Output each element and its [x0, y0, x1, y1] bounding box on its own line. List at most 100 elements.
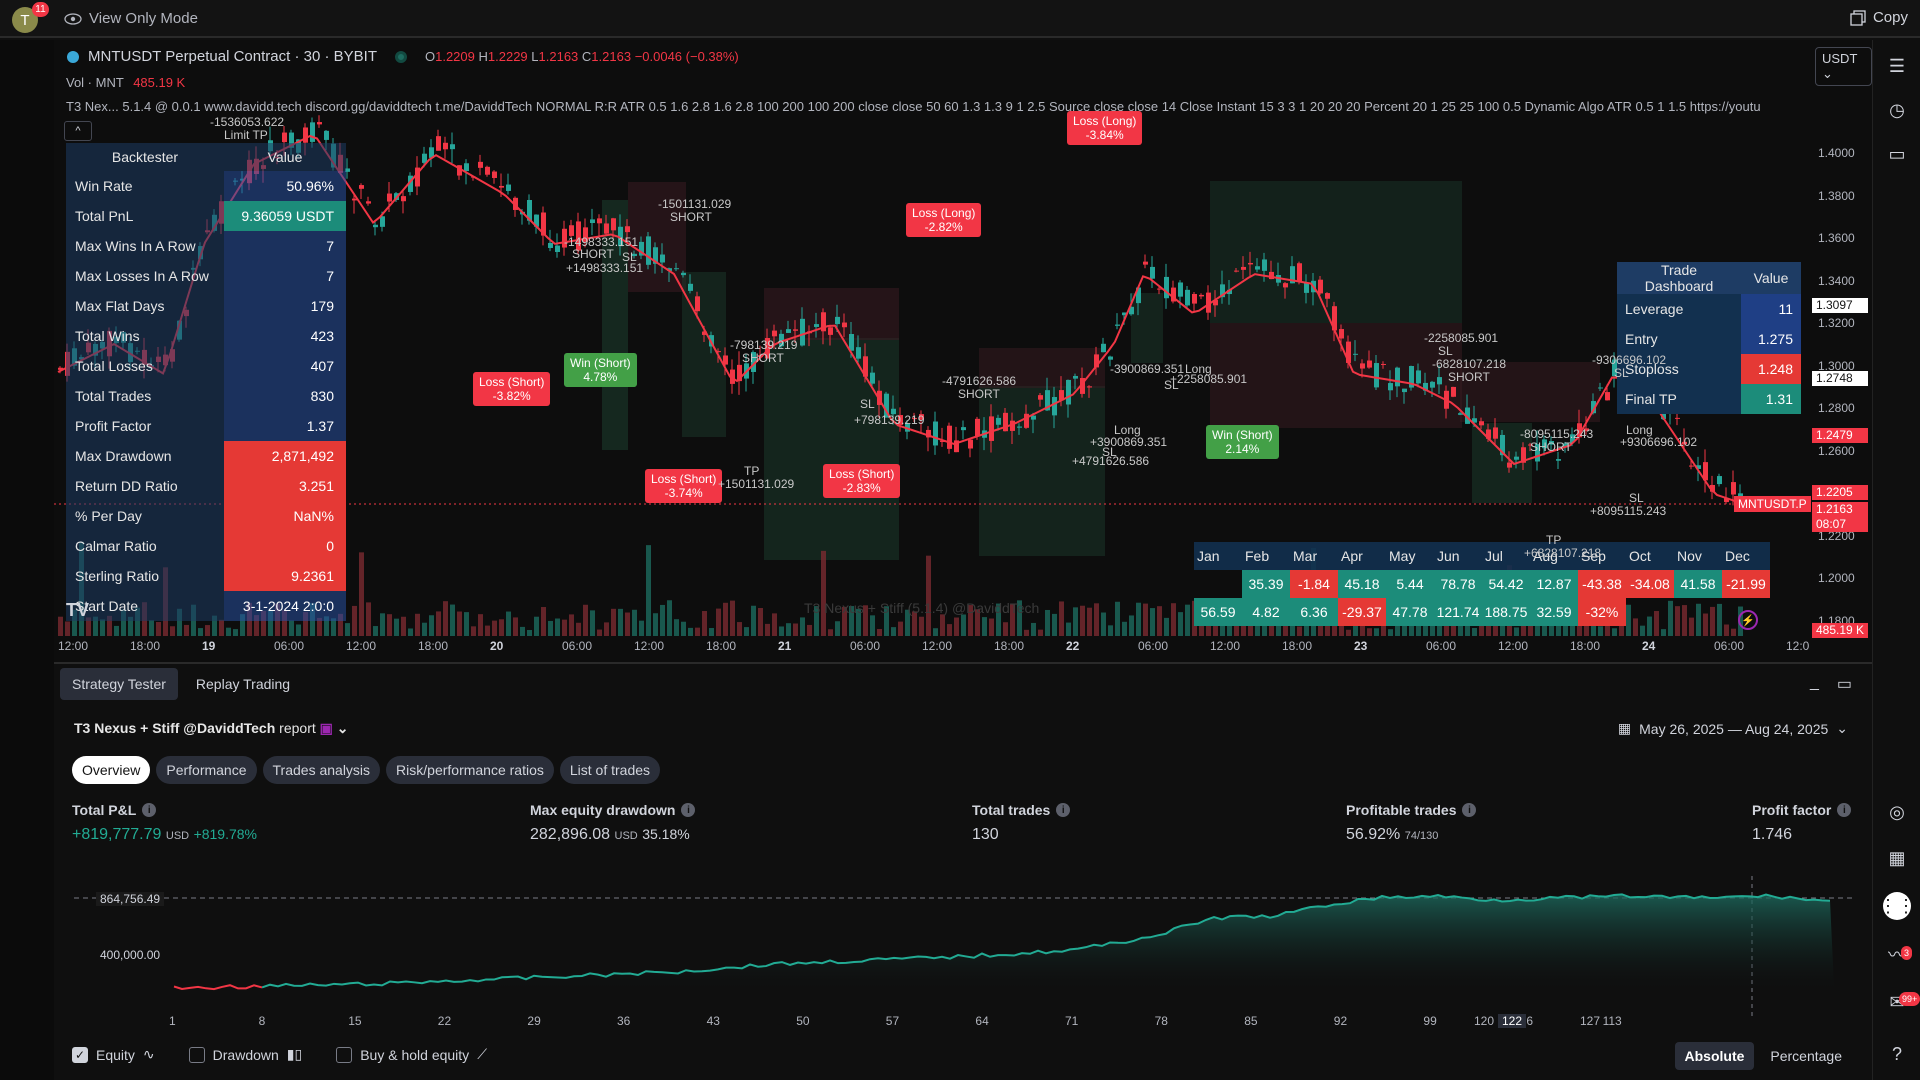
volume-bar — [65, 621, 70, 636]
candle-body — [1549, 441, 1554, 445]
price-chart[interactable] — [54, 40, 1806, 636]
price-tag: 1.2479 — [1812, 428, 1868, 443]
candle-body — [842, 322, 847, 328]
close-label: C — [581, 49, 592, 64]
candle-body — [674, 268, 679, 270]
candle-body — [1220, 284, 1225, 298]
view-only-label: View Only Mode — [89, 10, 198, 27]
backtester-key: Max Drawdown — [66, 441, 224, 471]
candle-body — [695, 296, 700, 312]
subtab-performance[interactable]: Performance — [156, 756, 257, 784]
candle-body — [1479, 421, 1484, 426]
info-icon[interactable]: i — [1056, 803, 1071, 817]
checkbox-box[interactable] — [188, 1046, 205, 1063]
backtester-key: Profit Factor — [66, 411, 224, 441]
backtester-header: Backtester — [66, 143, 224, 171]
equity-checkbox[interactable]: ✓ Equity ∿ — [72, 1046, 155, 1063]
equity-x-tick: 78 — [1154, 1014, 1168, 1028]
maximize-icon[interactable]: ▭ — [1836, 676, 1852, 693]
trade-zone — [1131, 293, 1163, 363]
subtab-risk-ratios[interactable]: Risk/performance ratios — [386, 756, 554, 784]
volume-bar — [170, 626, 175, 636]
high-value: 1.2229 — [487, 49, 528, 64]
equity-x-tick: 113 — [1602, 1014, 1622, 1028]
copy-button[interactable]: Copy — [1850, 9, 1908, 26]
candle-body — [835, 316, 840, 325]
trade-annotation: SHORT — [1530, 440, 1572, 454]
volume-bar — [1346, 629, 1351, 636]
backtester-value: 179 — [224, 291, 346, 321]
calendar-icon[interactable]: ▦ — [1888, 847, 1906, 868]
subtab-overview[interactable]: Overview — [72, 756, 151, 784]
equity-x-tick: 120 — [1474, 1014, 1495, 1028]
month-header: Aug — [1530, 542, 1578, 570]
drawdown-checkbox[interactable]: Drawdown ▮▯ — [188, 1046, 302, 1063]
candle-body — [1234, 270, 1239, 272]
strategy-title[interactable]: T3 Nexus + Stiff @DaviddTech report ▣ ⌄ — [74, 720, 349, 737]
indicator-legend[interactable]: T3 Nex... 5.1.4 @ 0.0.1 www.davidd.tech … — [66, 99, 1761, 114]
time-tick-label: 06:00 — [274, 639, 305, 653]
trade-dashboard-value-header: Value — [1741, 262, 1801, 294]
volume-bar — [1150, 608, 1155, 636]
info-icon[interactable]: i — [1462, 803, 1477, 817]
candle-body — [436, 136, 441, 151]
candle-body — [310, 122, 315, 142]
backtester-row: Return DD Ratio 3.251 — [66, 471, 346, 501]
candle-body — [1066, 379, 1071, 405]
backtester-value: 3-1-2024 2:0:0 — [224, 591, 346, 621]
buy-hold-checkbox[interactable]: Buy & hold equity ⟋ — [336, 1046, 487, 1063]
volume-bar — [793, 623, 798, 636]
volume-bar — [1584, 618, 1589, 636]
eye-icon — [64, 12, 82, 25]
alert-bolt-icon[interactable]: ⚡ — [1738, 610, 1758, 630]
symbol-price-tag: MNTUSDT.P — [1734, 496, 1811, 512]
trade-annotation: -9306696.102 — [1592, 353, 1667, 367]
candle-body — [1598, 387, 1603, 389]
trade-annotation: +6828107.218 — [1524, 546, 1602, 560]
trade-annotation: +9306696.102 — [1620, 435, 1698, 449]
subtab-list-of-trades[interactable]: List of trades — [559, 756, 661, 784]
volume-bar — [786, 623, 791, 636]
symbol-title[interactable]: MNTUSDT Perpetual Contract · 30 · BYBIT — [88, 48, 377, 65]
volume-bar — [569, 614, 574, 636]
currency-button[interactable]: USDT ⌄ — [1815, 47, 1872, 86]
apps-grid-icon[interactable]: ⋮⋮ — [1879, 892, 1915, 920]
chart-pane[interactable]: MNTUSDT Perpetual Contract · 30 · BYBIT … — [54, 40, 1872, 662]
info-icon[interactable]: i — [1837, 803, 1852, 817]
candle-body — [569, 225, 574, 236]
monthly-cell: 54.42 — [1482, 570, 1530, 598]
equity-chart[interactable] — [74, 876, 1854, 1016]
avatar-letter: T — [20, 11, 30, 29]
alerts-clock-icon[interactable]: ◷ — [1889, 99, 1905, 120]
collapse-legend-button[interactable]: ^ — [64, 121, 92, 141]
candle-body — [1003, 412, 1008, 432]
watchlist-icon[interactable]: ☰ — [1888, 55, 1906, 76]
equity-x-tick: 1 — [169, 1014, 176, 1028]
candle-body — [1409, 366, 1414, 388]
trade-annotation: -1498333.151 — [564, 235, 639, 249]
candle-body — [576, 221, 581, 251]
date-range-picker[interactable]: ▦ May 26, 2025 — Aug 24, 2025 ⌄ — [1618, 720, 1848, 737]
subtab-trades-analysis[interactable]: Trades analysis — [262, 756, 381, 784]
notifications-badge: 99+ — [1899, 992, 1920, 1006]
price-axis[interactable]: 1.4000 1.3800 1.3600 1.3400 1.3200 1.3000 1.28… — [1806, 40, 1872, 638]
speedometer-icon[interactable]: ◎ — [1889, 801, 1905, 822]
checkbox-box[interactable] — [336, 1046, 353, 1063]
backtester-key: Total Wins — [66, 321, 224, 351]
chat-icon[interactable]: ▭ — [1888, 143, 1906, 164]
trade-dashboard-row: Entry 1.275 — [1617, 324, 1801, 354]
minimize-icon[interactable]: _ — [1809, 674, 1819, 691]
absolute-toggle[interactable]: Absolute — [1674, 1042, 1755, 1070]
time-axis[interactable]: 12:00 18:00 19 06:00 12:00 18:00 20 06:00 12:00 1… — [54, 636, 1809, 658]
info-icon[interactable]: i — [681, 803, 696, 817]
percentage-toggle[interactable]: Percentage — [1770, 1048, 1842, 1064]
tab-strategy-tester[interactable]: Strategy Tester — [60, 668, 178, 700]
candle-body — [1612, 359, 1617, 377]
help-icon[interactable]: ? — [1891, 1043, 1902, 1064]
candle-body — [996, 417, 1001, 425]
tab-replay-trading[interactable]: Replay Trading — [195, 676, 291, 692]
monthly-cell: 4.82 — [1242, 598, 1290, 626]
checkbox-box[interactable]: ✓ — [72, 1046, 88, 1063]
info-icon[interactable]: i — [142, 803, 157, 817]
volume-bar — [1472, 628, 1477, 636]
